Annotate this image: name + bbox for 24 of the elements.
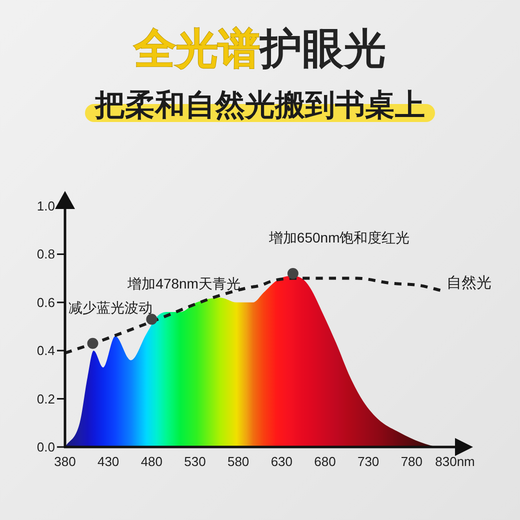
- annotation: 增加650nm饱和度红光: [268, 229, 410, 246]
- x-tick-label: 430: [97, 454, 120, 469]
- x-tick-label: 830nm: [435, 454, 475, 469]
- annotation: 增加478nm天青光: [126, 275, 240, 292]
- x-tick-label: 780: [400, 454, 423, 469]
- y-tick-label: 1.0: [36, 198, 55, 214]
- x-tick-label: 480: [140, 454, 163, 469]
- y-tick-label: 0.8: [36, 246, 55, 262]
- x-tick-label: 730: [357, 454, 380, 469]
- y-tick-label: 0.4: [36, 343, 55, 358]
- series-label: 自然光: [446, 274, 492, 292]
- x-tick-label: 530: [184, 454, 206, 469]
- y-tick-label: 0.2: [36, 391, 55, 406]
- x-tick-label: 630: [270, 454, 293, 469]
- annotation: 减少蓝光波动: [68, 299, 153, 316]
- point: [287, 268, 298, 279]
- y-tick-label: 0.0: [36, 440, 55, 454]
- y-tick-label: 0.6: [36, 294, 55, 310]
- point: [146, 314, 158, 325]
- point: [87, 338, 98, 349]
- x-tick-label: 380: [54, 454, 76, 469]
- x-tick-label: 580: [227, 454, 250, 469]
- chart-title: 全光谱护眼光: [133, 25, 386, 72]
- x-tick-label: 680: [314, 454, 336, 469]
